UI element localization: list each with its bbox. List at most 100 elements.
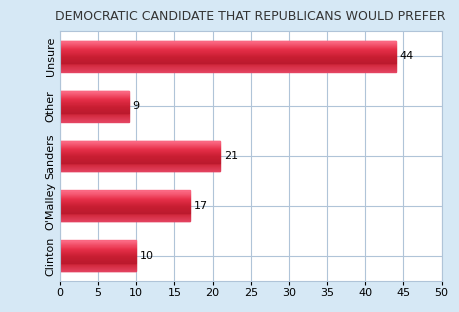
- Bar: [60, 116, 128, 117]
- Bar: [60, 55, 395, 56]
- Bar: [60, 260, 136, 261]
- Bar: [60, 106, 128, 107]
- Bar: [60, 96, 128, 97]
- Bar: [60, 103, 128, 104]
- Bar: [60, 44, 395, 45]
- Bar: [60, 64, 395, 65]
- Bar: [60, 167, 220, 168]
- Bar: [60, 196, 189, 197]
- Bar: [60, 164, 220, 165]
- Bar: [60, 221, 189, 222]
- Bar: [60, 54, 395, 55]
- Bar: [60, 262, 136, 263]
- Bar: [60, 66, 395, 67]
- Bar: [60, 210, 189, 211]
- Bar: [60, 270, 136, 271]
- Bar: [60, 41, 395, 42]
- Bar: [60, 259, 136, 260]
- Bar: [60, 113, 128, 114]
- Bar: [60, 266, 136, 267]
- Bar: [60, 68, 395, 69]
- Bar: [60, 240, 136, 241]
- Bar: [60, 119, 128, 120]
- Bar: [60, 146, 220, 147]
- Bar: [60, 102, 128, 103]
- Bar: [60, 250, 136, 251]
- Bar: [60, 248, 136, 249]
- Bar: [60, 148, 220, 149]
- Bar: [60, 71, 395, 72]
- Bar: [60, 261, 136, 262]
- Bar: [60, 120, 128, 121]
- Bar: [60, 151, 220, 152]
- Bar: [60, 156, 220, 157]
- Bar: [60, 157, 220, 158]
- Bar: [60, 121, 128, 122]
- Bar: [60, 57, 395, 58]
- Bar: [60, 220, 189, 221]
- Bar: [60, 199, 189, 200]
- Bar: [60, 150, 220, 151]
- Bar: [60, 61, 395, 62]
- Bar: [60, 244, 136, 245]
- Bar: [60, 59, 395, 60]
- Bar: [60, 144, 220, 145]
- Bar: [60, 255, 136, 256]
- Text: 10: 10: [140, 251, 154, 261]
- Bar: [60, 193, 189, 194]
- Bar: [60, 165, 220, 166]
- Bar: [60, 105, 128, 106]
- Bar: [60, 190, 189, 191]
- Bar: [60, 45, 395, 46]
- Bar: [60, 53, 395, 54]
- Bar: [60, 191, 189, 192]
- Bar: [60, 100, 128, 101]
- Bar: [60, 197, 189, 198]
- Bar: [60, 52, 395, 53]
- Bar: [60, 202, 189, 203]
- Bar: [60, 200, 189, 201]
- Bar: [60, 258, 136, 259]
- Bar: [60, 145, 220, 146]
- Bar: [60, 166, 220, 167]
- Bar: [60, 265, 136, 266]
- Bar: [60, 169, 220, 170]
- Bar: [60, 118, 128, 119]
- Bar: [60, 246, 136, 247]
- Text: 17: 17: [193, 201, 207, 211]
- Bar: [60, 269, 136, 270]
- Bar: [60, 217, 189, 218]
- Bar: [60, 215, 189, 216]
- Bar: [60, 206, 189, 207]
- Bar: [60, 93, 128, 94]
- Bar: [60, 267, 136, 268]
- Bar: [60, 42, 395, 43]
- Bar: [60, 95, 128, 96]
- Bar: [60, 158, 220, 159]
- Bar: [60, 70, 395, 71]
- Bar: [60, 251, 136, 252]
- Bar: [60, 241, 136, 242]
- Bar: [60, 194, 189, 195]
- Bar: [60, 249, 136, 250]
- Bar: [60, 110, 128, 111]
- Bar: [60, 205, 189, 206]
- Text: 44: 44: [399, 51, 413, 61]
- Bar: [60, 218, 189, 219]
- Bar: [60, 108, 128, 109]
- Bar: [60, 211, 189, 212]
- Bar: [60, 60, 395, 61]
- Bar: [60, 160, 220, 161]
- Bar: [60, 50, 395, 51]
- Bar: [60, 162, 220, 163]
- Bar: [60, 245, 136, 246]
- Bar: [60, 268, 136, 269]
- Bar: [60, 219, 189, 220]
- Bar: [60, 161, 220, 162]
- Bar: [60, 213, 189, 214]
- Bar: [60, 114, 128, 115]
- Bar: [60, 195, 189, 196]
- Title: DEMOCRATIC CANDIDATE THAT REPUBLICANS WOULD PREFER: DEMOCRATIC CANDIDATE THAT REPUBLICANS WO…: [56, 10, 445, 23]
- Bar: [60, 142, 220, 143]
- Bar: [60, 92, 128, 93]
